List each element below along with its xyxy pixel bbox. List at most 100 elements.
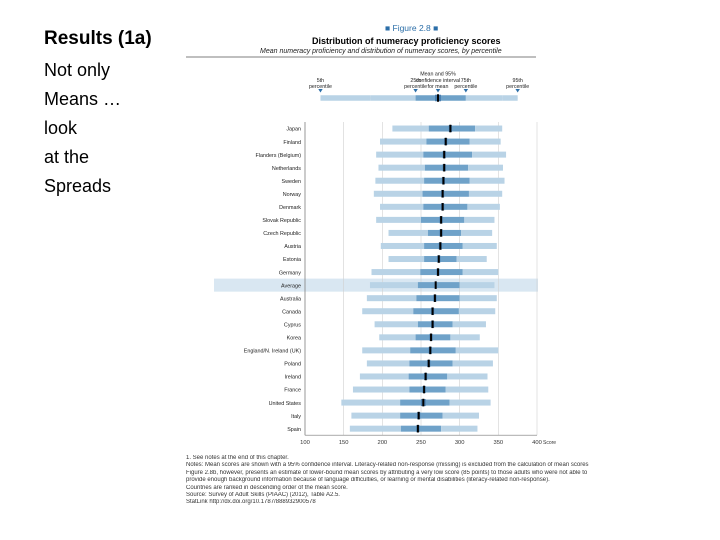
- bar-p25-p75: [415, 334, 451, 341]
- bar-p25-p75: [400, 412, 443, 419]
- bar-p25-p75: [400, 425, 442, 432]
- legend-pointer-icon: [435, 89, 441, 93]
- bar-p25-p75: [428, 125, 476, 132]
- country-label: Australia: [280, 296, 301, 302]
- bar-p5-p25: [371, 269, 421, 276]
- bar-p25-p75: [424, 242, 463, 249]
- mean-marker: [423, 385, 426, 394]
- mean-marker: [437, 255, 440, 263]
- note-line: Figure 2.8b, however, presents an estima…: [186, 469, 588, 476]
- mean-marker: [440, 216, 443, 224]
- legend-bar-outer-right: [502, 95, 518, 101]
- bar-p25-p75: [420, 269, 463, 276]
- country-label: Ireland: [285, 375, 301, 381]
- note-line: Countries are ranked in descending order…: [186, 484, 348, 491]
- bar-p25-p75: [417, 282, 460, 289]
- bar-p5-p25: [359, 373, 409, 380]
- mean-marker: [427, 359, 430, 368]
- bar-p5-p25: [362, 308, 414, 315]
- bar-p5-p25: [341, 399, 401, 406]
- note-line: Source: Survey of Adult Skills (PIAAC) (…: [186, 492, 340, 499]
- bar-p75-p95: [441, 425, 478, 432]
- slide-line-3: look: [44, 118, 78, 138]
- bar-p75-p95: [462, 269, 499, 276]
- bar-p75-p95: [452, 360, 493, 367]
- country-label: Finland: [283, 140, 301, 146]
- country-label: United States: [269, 401, 302, 407]
- x-unit-label: Score: [543, 440, 556, 446]
- bar-p5-p25: [373, 190, 423, 197]
- bar-p5-p25: [379, 334, 416, 341]
- mean-marker: [434, 281, 437, 289]
- bar-p5-p25: [376, 216, 421, 223]
- bar-p75-p95: [475, 125, 503, 132]
- country-label: Czech Republic: [263, 231, 301, 237]
- bar-p75-p95: [461, 229, 493, 236]
- x-tick-label: 350: [493, 440, 503, 446]
- mean-marker: [439, 242, 442, 250]
- bar-p5-p25: [380, 242, 425, 249]
- bar-p75-p95: [447, 373, 488, 380]
- country-label: Spain: [287, 427, 301, 433]
- mean-marker: [429, 346, 432, 355]
- slide-line-1: Not only: [44, 60, 111, 80]
- mean-marker: [422, 398, 425, 407]
- bar-p5-p25: [352, 386, 410, 393]
- country-label: Flanders (Belgium): [255, 153, 301, 159]
- bar-p5-p25: [349, 425, 401, 432]
- plot-area: Japan Finland Flanders (Belgium) Netherland…: [214, 122, 556, 446]
- bar-p75-p95: [472, 151, 507, 158]
- slide-line-4: at the: [44, 147, 90, 167]
- country-label: Germany: [279, 270, 301, 276]
- bar-p5-p25: [366, 295, 417, 302]
- legend-label-p25: 25th percentile: [404, 78, 427, 90]
- bar-p25-p75: [417, 321, 453, 328]
- bar-p75-p95: [468, 190, 503, 197]
- bar-p75-p95: [468, 164, 503, 171]
- slide-line-2: Means …: [44, 89, 122, 109]
- bar-p75-p95: [455, 347, 499, 354]
- legend-mean: [437, 94, 440, 102]
- country-label: Norway: [283, 192, 302, 198]
- country-label: Cyprus: [284, 322, 301, 328]
- bar-p5-p25: [362, 347, 411, 354]
- figure-subtitle: Mean numeracy proficiency and distributi…: [260, 48, 502, 55]
- bar-p5-p25: [366, 360, 410, 367]
- slide-title: Results (1a): [44, 28, 152, 49]
- legend-pointer-icon: [515, 89, 520, 93]
- bar-p5-p25: [369, 282, 418, 289]
- legend-bar-p5-p25: [370, 95, 416, 101]
- numeracy-distribution-chart: ■ Figure 2.8 ■ Distribution of numeracy …: [186, 23, 556, 446]
- country-label: Japan: [286, 127, 301, 133]
- country-label: Poland: [284, 362, 301, 368]
- mean-marker: [433, 294, 436, 302]
- country-label: Netherlands: [272, 166, 301, 172]
- mean-marker: [444, 137, 447, 146]
- bar-p75-p95: [469, 138, 501, 145]
- bar-p5-p25: [375, 177, 425, 184]
- bar-p75-p95: [469, 177, 505, 184]
- mean-marker: [430, 333, 433, 342]
- bar-p75-p95: [467, 203, 500, 210]
- mean-marker: [424, 372, 427, 381]
- bar-p5-p25: [376, 151, 424, 158]
- mean-marker: [437, 268, 440, 276]
- legend-label-p5: 5th percentile: [309, 78, 332, 90]
- bar-p25-p75: [424, 164, 469, 171]
- country-label: Canada: [282, 309, 301, 315]
- country-label: Estonia: [283, 257, 301, 263]
- mean-marker: [443, 150, 446, 159]
- bar-p25-p75: [408, 373, 448, 380]
- mean-marker: [431, 307, 434, 316]
- legend-label-mean: Mean and 95% confidence interval for mean: [416, 72, 460, 90]
- note-line: provide enough background information be…: [186, 477, 550, 484]
- mean-marker: [416, 424, 419, 433]
- bar-p25-p75: [422, 190, 469, 197]
- bar-p25-p75: [427, 229, 462, 236]
- country-label: Austria: [284, 244, 301, 250]
- bar-p25-p75: [410, 347, 456, 354]
- bar-p75-p95: [458, 308, 496, 315]
- legend-pointer-icon: [463, 89, 469, 93]
- bar-p25-p75: [413, 308, 459, 315]
